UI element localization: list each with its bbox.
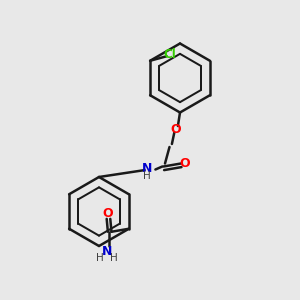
Text: O: O xyxy=(179,157,190,170)
Text: H: H xyxy=(143,171,151,181)
Text: N: N xyxy=(142,161,152,175)
Text: H: H xyxy=(96,253,104,262)
Text: H: H xyxy=(110,253,118,262)
Text: O: O xyxy=(170,122,181,136)
Text: Cl: Cl xyxy=(163,48,176,61)
Text: N: N xyxy=(102,245,112,258)
Text: O: O xyxy=(103,207,113,220)
